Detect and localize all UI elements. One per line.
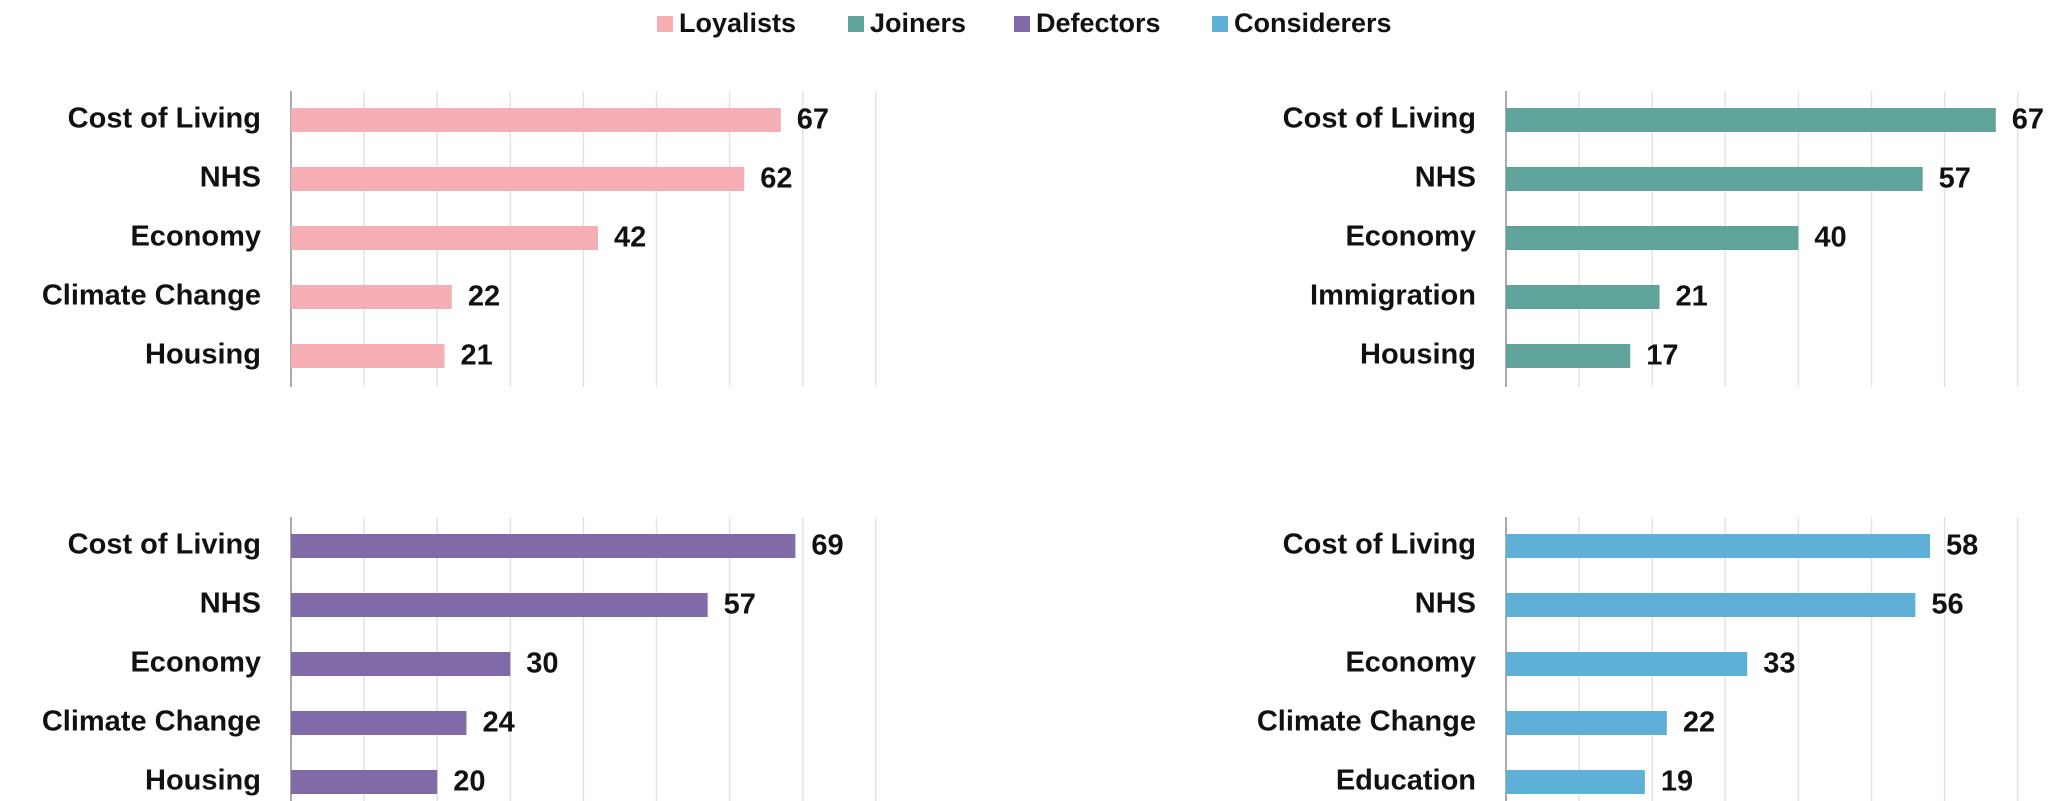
bar bbox=[291, 593, 708, 617]
legend-label: Considerers bbox=[1234, 8, 1392, 38]
category-label: Economy bbox=[130, 647, 261, 679]
value-label: 22 bbox=[468, 281, 500, 313]
category-label: Cost of Living bbox=[1283, 529, 1476, 561]
value-label: 20 bbox=[453, 766, 485, 798]
value-label: 67 bbox=[2012, 104, 2044, 136]
legend-swatch bbox=[657, 16, 673, 32]
category-label: NHS bbox=[1415, 588, 1476, 620]
bar bbox=[1506, 108, 1996, 132]
bar bbox=[1506, 285, 1660, 309]
value-label: 19 bbox=[1661, 766, 1693, 798]
value-label: 57 bbox=[724, 589, 756, 621]
bar bbox=[1506, 593, 1916, 617]
bar bbox=[1506, 534, 1930, 558]
bar bbox=[291, 534, 796, 558]
bar bbox=[1506, 711, 1667, 735]
value-label: 24 bbox=[482, 707, 514, 739]
bar bbox=[291, 770, 438, 794]
category-label: Cost of Living bbox=[68, 103, 261, 135]
value-label: 22 bbox=[1683, 707, 1715, 739]
category-label: Cost of Living bbox=[68, 529, 261, 561]
value-label: 56 bbox=[1931, 589, 1963, 621]
legend-label: Defectors bbox=[1036, 8, 1161, 38]
value-label: 58 bbox=[1946, 530, 1978, 562]
value-label: 42 bbox=[614, 222, 646, 254]
value-label: 21 bbox=[461, 340, 493, 372]
category-label: Climate Change bbox=[1257, 706, 1476, 738]
value-label: 69 bbox=[811, 530, 843, 562]
category-label: Immigration bbox=[1310, 280, 1476, 312]
bar bbox=[291, 108, 781, 132]
category-label: Housing bbox=[1360, 339, 1476, 371]
bar bbox=[291, 285, 452, 309]
value-label: 21 bbox=[1676, 281, 1708, 313]
value-label: 57 bbox=[1939, 163, 1971, 195]
bar bbox=[1506, 167, 1923, 191]
bar bbox=[1506, 652, 1748, 676]
category-label: Economy bbox=[1345, 647, 1476, 679]
category-label: NHS bbox=[200, 162, 261, 194]
value-label: 33 bbox=[1763, 648, 1795, 680]
bar bbox=[291, 344, 445, 368]
bar bbox=[1506, 226, 1799, 250]
legend-swatch bbox=[848, 16, 864, 32]
bar bbox=[291, 711, 467, 735]
category-label: Economy bbox=[130, 221, 261, 253]
value-label: 67 bbox=[797, 104, 829, 136]
category-label: Climate Change bbox=[42, 706, 261, 738]
category-label: Housing bbox=[145, 765, 261, 797]
category-label: Cost of Living bbox=[1283, 103, 1476, 135]
bar bbox=[291, 652, 511, 676]
category-label: Housing bbox=[145, 339, 261, 371]
bar bbox=[291, 167, 745, 191]
legend-swatch bbox=[1014, 16, 1030, 32]
legend-label: Joiners bbox=[870, 8, 966, 38]
legend-swatch bbox=[1212, 16, 1228, 32]
bar bbox=[1506, 344, 1631, 368]
value-label: 62 bbox=[760, 163, 792, 195]
bar bbox=[1506, 770, 1645, 794]
value-label: 40 bbox=[1814, 222, 1846, 254]
category-label: NHS bbox=[200, 588, 261, 620]
category-label: Education bbox=[1336, 765, 1476, 797]
value-label: 30 bbox=[526, 648, 558, 680]
category-label: Economy bbox=[1345, 221, 1476, 253]
category-label: NHS bbox=[1415, 162, 1476, 194]
value-label: 17 bbox=[1646, 340, 1678, 372]
category-label: Climate Change bbox=[42, 280, 261, 312]
bar bbox=[291, 226, 599, 250]
legend-label: Loyalists bbox=[679, 8, 796, 38]
